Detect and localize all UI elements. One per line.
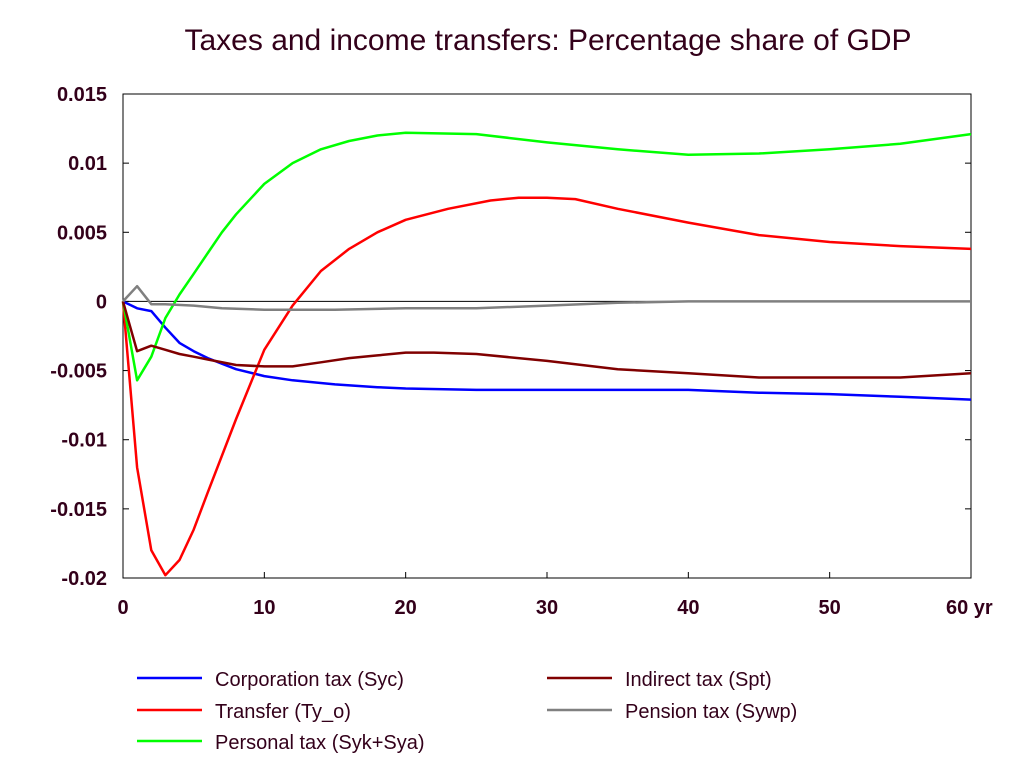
series-line-3 <box>121 131 972 382</box>
series-lines <box>121 131 972 577</box>
legend-label-4: Indirect tax (Spt) <box>625 669 772 691</box>
y-tick-label: -0.005 <box>50 361 107 383</box>
series-line-5 <box>122 284 971 311</box>
x-tick-label: 60 yr <box>946 597 993 619</box>
series-line-2 <box>121 196 972 577</box>
y-tick-label: 0.005 <box>57 222 107 244</box>
legend: Corporation tax (Syc) Transfer (Ty_o) Pers… <box>137 669 797 754</box>
x-tick-label: 20 <box>395 597 417 619</box>
x-tick-label: 30 <box>536 597 558 619</box>
x-tick-label: 0 <box>117 597 128 619</box>
y-tick-label: -0.01 <box>61 430 107 452</box>
legend-label-2: Transfer (Ty_o) <box>215 701 351 723</box>
plot-frame <box>122 93 972 579</box>
series-line-1 <box>122 300 972 401</box>
y-tick-label: 0.015 <box>57 84 107 106</box>
y-tick-label: -0.015 <box>50 499 107 521</box>
legend-label-3: Personal tax (Syk+Sya) <box>215 732 425 754</box>
x-axis: 0 10 20 30 40 50 60 yr <box>117 572 993 619</box>
y-axis: 0.015 0.01 0.005 0 -0.005 -0.01 -0.015 -0.02 <box>50 84 971 590</box>
legend-label-5: Pension tax (Sywp) <box>625 701 797 723</box>
chart-title: Taxes and income transfers: Percentage s… <box>184 24 911 57</box>
y-tick-label: 0.01 <box>68 153 107 175</box>
x-tick-label: 50 <box>819 597 841 619</box>
x-tick-label: 10 <box>253 597 275 619</box>
legend-label-1: Corporation tax (Syc) <box>215 669 404 691</box>
series-line-4 <box>121 301 972 379</box>
y-tick-label: -0.02 <box>61 568 107 590</box>
y-tick-label: 0 <box>96 291 107 313</box>
x-tick-label: 40 <box>677 597 699 619</box>
